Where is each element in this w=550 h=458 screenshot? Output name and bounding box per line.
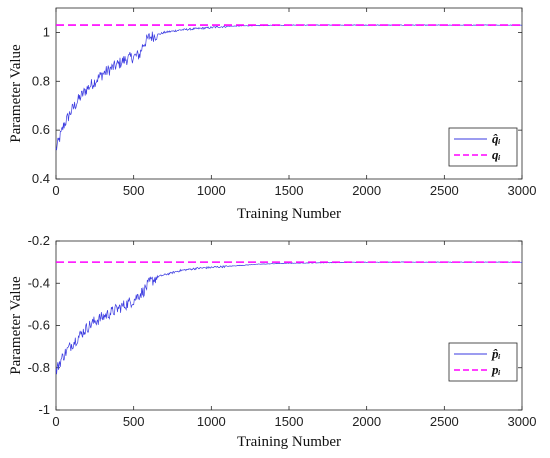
x-tick-label: 500 [123,414,145,429]
y-tick-label: 0.4 [32,171,50,186]
chart-panel-2: 0 500 1000 1500 2000 2500 3000 -1 -0.8 -0.6 -0.4 -0… [8,233,536,450]
legend-label: p̂ᵢ [491,346,501,361]
y-tick-label: -0.2 [28,233,50,248]
y-tick-label: 0.8 [32,73,50,88]
x-tick-label: 3000 [508,183,537,198]
x-tick-label: 2500 [430,414,459,429]
x-tick-label: 1500 [275,414,304,429]
chart-panel-1: 0 500 1000 1500 2000 2500 3000 0.4 0.6 0.8 1 Traini… [8,7,537,222]
x-tick-label: 2500 [430,183,459,198]
legend: p̂ᵢpᵢ [448,342,518,382]
y-tick-label: -0.6 [28,318,50,333]
plot-area [55,240,523,411]
plot-area [55,7,523,180]
x-tick-label: 500 [123,183,145,198]
x-tick-label: 1500 [275,183,304,198]
y-tick-label: -0.8 [28,360,50,375]
x-tick-label: 2000 [352,183,381,198]
x-tick-label: 1000 [197,414,226,429]
x-axis-label: Training Number [237,206,341,222]
x-tick-label: 2000 [352,414,381,429]
y-tick-label: -0.4 [28,275,50,290]
y-axis-label: Parameter Value [8,44,24,143]
legend-label: q̂ᵢ [492,131,501,146]
y-tick-label: -1 [38,402,50,417]
x-axis-label: Training Number [237,434,341,450]
legend-box [448,342,518,382]
legend: q̂ᵢqᵢ [448,127,518,167]
x-tick-label: 0 [52,183,59,198]
y-axis-label: Parameter Value [8,276,24,375]
x-tick-label: 3000 [508,414,537,429]
legend-box [448,127,518,167]
legend-label: pᵢ [491,362,501,377]
y-tick-label: 0.6 [32,122,50,137]
y-tick-label: 1 [43,24,50,39]
x-tick-label: 0 [52,414,59,429]
x-tick-label: 1000 [197,183,226,198]
legend-label: qᵢ [492,147,501,162]
